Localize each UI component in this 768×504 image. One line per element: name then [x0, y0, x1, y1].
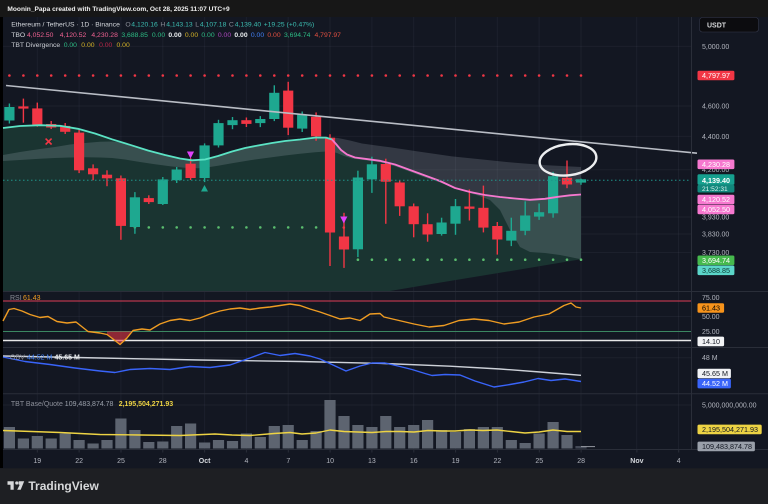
svg-text:3,930.00: 3,930.00: [702, 215, 729, 222]
svg-text:4: 4: [677, 458, 681, 465]
svg-text:22: 22: [494, 458, 502, 465]
svg-text:0.00: 0.00: [234, 32, 247, 39]
svg-text:Moonin_Papa created with Tradi: Moonin_Papa created with TradingView.com…: [7, 6, 230, 13]
svg-text:109,483,874.78: 109,483,874.78: [65, 401, 114, 408]
svg-text:3,694.74: 3,694.74: [284, 32, 311, 39]
svg-text:45.65 M: 45.65 M: [702, 369, 728, 378]
svg-text:3,730.00: 3,730.00: [702, 250, 729, 257]
svg-text:0.00: 0.00: [218, 32, 231, 39]
svg-text:19: 19: [452, 458, 460, 465]
svg-text:2,195,504,271.93: 2,195,504,271.93: [119, 401, 174, 408]
svg-text:25: 25: [117, 458, 125, 465]
svg-text:4,230.28: 4,230.28: [702, 160, 730, 169]
svg-text:0.00: 0.00: [152, 32, 165, 39]
svg-text:21:52:31: 21:52:31: [702, 186, 728, 193]
svg-text:USDT: USDT: [707, 23, 727, 30]
svg-text:OBV: OBV: [10, 354, 25, 361]
svg-text:19: 19: [33, 458, 41, 465]
svg-text:5,000,000,000.00: 5,000,000,000.00: [702, 403, 757, 410]
svg-text:TBT Divergence: TBT Divergence: [11, 42, 60, 49]
svg-text:4,120.52: 4,120.52: [702, 195, 730, 204]
svg-text:16: 16: [410, 458, 418, 465]
svg-text:48 M: 48 M: [702, 355, 718, 362]
svg-text:0.00: 0.00: [168, 32, 181, 39]
svg-text:13: 13: [368, 458, 376, 465]
svg-text:3,830.00: 3,830.00: [702, 232, 729, 239]
svg-text:0.00: 0.00: [267, 32, 280, 39]
svg-text:4,143.13: 4,143.13: [166, 21, 193, 28]
svg-text:10: 10: [326, 458, 334, 465]
svg-text:4,600.00: 4,600.00: [702, 104, 729, 111]
svg-text:Ethereum / TetherUS · 1D · Bin: Ethereum / TetherUS · 1D · Binance: [11, 21, 120, 28]
svg-text:61.43: 61.43: [23, 295, 41, 302]
svg-text:L: L: [195, 21, 199, 28]
svg-text:4,052.50: 4,052.50: [702, 205, 730, 214]
svg-text:25: 25: [535, 458, 543, 465]
svg-text:4,120.52: 4,120.52: [60, 32, 87, 39]
svg-text:5,000.00: 5,000.00: [702, 44, 729, 51]
svg-text:C: C: [229, 21, 234, 28]
svg-text:4: 4: [244, 458, 248, 465]
svg-text:0.00: 0.00: [99, 42, 112, 49]
svg-text:0.00: 0.00: [185, 32, 198, 39]
svg-text:O: O: [125, 21, 130, 28]
svg-text:4,107.18: 4,107.18: [200, 21, 227, 28]
svg-text:4,139.40: 4,139.40: [235, 21, 262, 28]
svg-text:3,688.85: 3,688.85: [702, 266, 730, 275]
svg-text:TBT Base/Quote: TBT Base/Quote: [11, 401, 63, 408]
svg-text:0.00: 0.00: [251, 32, 264, 39]
svg-text:28: 28: [577, 458, 585, 465]
svg-text:22: 22: [75, 458, 83, 465]
svg-text:TBO: TBO: [11, 32, 25, 39]
svg-text:3,694.74: 3,694.74: [702, 256, 730, 265]
svg-text:44.52 M: 44.52 M: [702, 379, 728, 388]
svg-text:Nov: Nov: [630, 458, 643, 465]
svg-text:7: 7: [286, 458, 290, 465]
svg-text:+19.25 (+0.47%): +19.25 (+0.47%): [264, 21, 315, 28]
svg-text:109,483,874.78: 109,483,874.78: [702, 442, 752, 451]
svg-text:0.00: 0.00: [81, 42, 94, 49]
svg-text:4,797.97: 4,797.97: [702, 71, 730, 80]
svg-text:4,052.50: 4,052.50: [27, 32, 54, 39]
svg-text:4,400.00: 4,400.00: [702, 134, 729, 141]
svg-text:4,120.16: 4,120.16: [131, 21, 158, 28]
svg-text:50.00: 50.00: [702, 314, 720, 321]
svg-text:44.52 M: 44.52 M: [27, 354, 52, 361]
svg-text:0.00: 0.00: [201, 32, 214, 39]
svg-text:75.00: 75.00: [702, 295, 720, 302]
svg-text:4,200.00: 4,200.00: [702, 167, 729, 174]
svg-text:RSI: RSI: [10, 295, 22, 302]
svg-text:2,195,504,271.93: 2,195,504,271.93: [702, 425, 758, 434]
svg-text:TradingView: TradingView: [28, 479, 99, 493]
svg-text:Oct: Oct: [199, 458, 211, 465]
svg-text:25.00: 25.00: [702, 329, 720, 336]
svg-text:H: H: [160, 21, 165, 28]
svg-text:4,139.40: 4,139.40: [702, 176, 730, 185]
svg-text:28: 28: [159, 458, 167, 465]
svg-text:0.00: 0.00: [117, 42, 130, 49]
svg-text:0.00: 0.00: [64, 42, 77, 49]
svg-text:3,688.85: 3,688.85: [121, 32, 148, 39]
svg-text:14.10: 14.10: [702, 337, 720, 346]
svg-text:61.43: 61.43: [702, 304, 720, 313]
svg-text:4,230.28: 4,230.28: [91, 32, 118, 39]
svg-text:45.65 M: 45.65 M: [55, 354, 80, 361]
svg-text:4,797.97: 4,797.97: [315, 32, 342, 39]
